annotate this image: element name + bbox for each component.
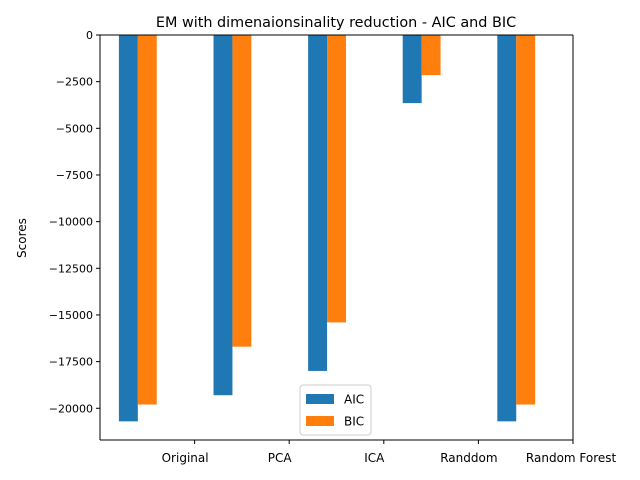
legend-label-aic: AIC	[344, 393, 364, 407]
bars-group	[118, 35, 536, 422]
x-axis-ticks: Original PCA ICA Randdom Random Forest	[162, 440, 617, 465]
y-tick-label: −12500	[49, 262, 93, 275]
y-tick-label: −17500	[49, 356, 93, 369]
y-tick-label: −10000	[49, 216, 93, 229]
legend-label-bic: BIC	[344, 415, 364, 429]
x-tick-label: ICA	[364, 451, 385, 465]
x-tick-label: Randdom	[440, 451, 497, 465]
x-tick-label: Random Forest	[526, 451, 617, 465]
y-tick-label: −7500	[56, 169, 93, 182]
x-tick-label: Original	[162, 451, 209, 465]
y-tick-label: −20000	[49, 402, 93, 415]
axes-frame	[99, 34, 574, 441]
bar-aic-randdom	[402, 35, 422, 104]
bar-bic-ica	[327, 35, 346, 323]
y-tick-label: −5000	[56, 122, 93, 135]
bar-aic-original	[118, 35, 138, 422]
y-axis-ticks: 0 −2500 −5000 −7500 −10000 −12500 −15000 −17500…	[49, 29, 100, 415]
y-axis-label: Scores	[15, 218, 29, 258]
bar-bic-pca	[232, 35, 252, 347]
x-tick-label: PCA	[268, 451, 293, 465]
y-tick-label: 0	[86, 29, 93, 42]
legend: AIC BIC	[299, 384, 372, 436]
legend-swatch-aic	[306, 394, 334, 404]
bar-bic-random-forest	[516, 35, 536, 405]
bar-aic-ica	[308, 35, 328, 371]
y-tick-label: −15000	[49, 309, 93, 322]
y-tick-label: −2500	[56, 76, 93, 89]
bar-bic-original	[137, 35, 157, 405]
legend-swatch-bic	[306, 416, 334, 426]
chart-title: EM with dimenaionsinality reduction - AI…	[156, 15, 516, 31]
bar-aic-pca	[213, 35, 233, 396]
bar-bic-randdom	[421, 35, 441, 76]
bar-aic-random-forest	[497, 35, 517, 422]
